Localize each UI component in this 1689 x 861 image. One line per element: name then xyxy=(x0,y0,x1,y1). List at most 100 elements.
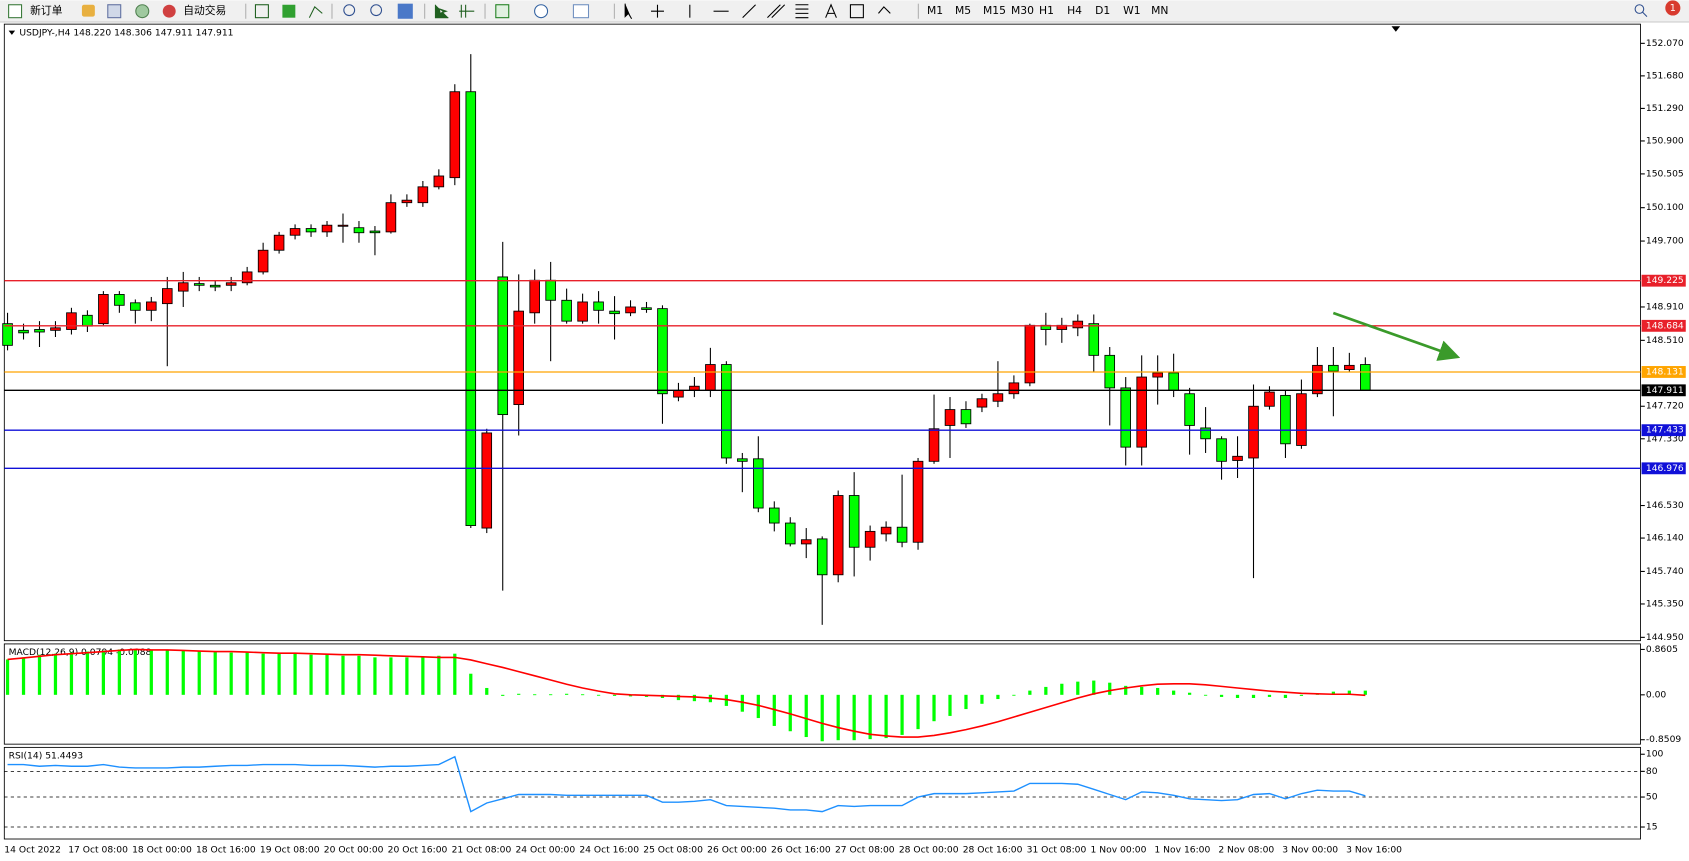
icon[interactable] xyxy=(107,4,122,19)
candle-body xyxy=(241,271,253,284)
cursor-icon[interactable] xyxy=(624,3,633,20)
new-order-button[interactable]: 新订单 xyxy=(30,4,63,17)
candle-body xyxy=(1168,372,1179,391)
candle-body xyxy=(1344,364,1355,370)
macd-bar xyxy=(357,655,361,695)
candle-body xyxy=(1360,364,1371,391)
candle-body xyxy=(800,539,812,545)
periods-icon[interactable] xyxy=(534,4,549,19)
y-tick-label: 50 xyxy=(1646,792,1658,803)
y-tick-label: 0.8605 xyxy=(1646,644,1678,655)
candle-body xyxy=(848,495,860,548)
candle-body xyxy=(1280,394,1291,445)
candle-body xyxy=(289,228,301,236)
candle-body xyxy=(481,432,493,529)
candle-body xyxy=(1184,393,1195,426)
x-tick-label: 28 Oct 16:00 xyxy=(963,844,1023,855)
macd-bar xyxy=(1203,694,1208,696)
fibo-icon[interactable] xyxy=(795,4,809,19)
notification-badge[interactable] xyxy=(1665,0,1681,16)
macd-bar xyxy=(1076,681,1080,695)
candle-body xyxy=(513,310,524,406)
x-tick-label: 27 Oct 08:00 xyxy=(835,844,895,855)
timeframe-button[interactable]: W1 xyxy=(1123,4,1141,17)
candle-body xyxy=(944,409,956,426)
macd-bar xyxy=(1012,694,1016,696)
symbol-marker xyxy=(8,30,16,35)
icon[interactable] xyxy=(81,4,95,17)
level-label-box xyxy=(1641,366,1686,378)
bars-icon[interactable] xyxy=(254,4,269,19)
candle-body xyxy=(114,294,125,306)
macd-bar xyxy=(229,652,233,695)
macd-bar xyxy=(1060,683,1064,695)
icon[interactable] xyxy=(135,4,150,19)
macd-bar xyxy=(437,655,441,695)
y-tick-label: 147.720 xyxy=(1646,401,1684,412)
search-icon[interactable] xyxy=(1634,4,1645,14)
macd-bar xyxy=(293,653,297,695)
indicators-icon[interactable] xyxy=(495,4,510,19)
y-tick-label: 151.680 xyxy=(1646,70,1684,81)
macd-bar xyxy=(165,650,169,695)
macd-bar xyxy=(69,652,74,695)
timeframe-button[interactable]: M5 xyxy=(955,4,971,17)
level-label: 148.131 xyxy=(1646,366,1684,377)
y-tick-label: 150.100 xyxy=(1646,202,1684,213)
arrows-icon[interactable] xyxy=(878,6,891,14)
macd-bar xyxy=(1124,685,1128,695)
auto-trade-icon[interactable] xyxy=(162,4,176,18)
zoom-in-icon[interactable] xyxy=(343,4,356,17)
timeframe-button[interactable]: M30 xyxy=(1011,4,1034,17)
macd-bar xyxy=(580,694,585,696)
label-icon[interactable] xyxy=(849,4,864,19)
timeframe-button[interactable]: MN xyxy=(1151,4,1168,17)
candle-body xyxy=(369,230,381,234)
line-icon[interactable] xyxy=(308,6,323,18)
timeframe-button[interactable]: H1 xyxy=(1039,4,1054,17)
macd-bar xyxy=(692,694,697,702)
macd-bar xyxy=(5,659,10,695)
candle-body xyxy=(433,175,445,188)
macd-bar xyxy=(980,694,984,704)
level-label-box xyxy=(1641,462,1686,475)
timeframe-button[interactable]: H4 xyxy=(1067,4,1082,17)
candle-body xyxy=(273,234,285,251)
macd-bar xyxy=(1140,686,1144,695)
candle-body xyxy=(353,227,365,234)
macd-bar xyxy=(1283,694,1288,698)
templates-icon[interactable] xyxy=(572,4,590,19)
macd-bar xyxy=(485,687,489,695)
timeframe-button[interactable]: D1 xyxy=(1095,4,1110,17)
candle-body xyxy=(1088,323,1100,356)
auto-trade-button[interactable]: 自动交易 xyxy=(183,4,226,17)
text-icon[interactable] xyxy=(825,3,837,18)
macd-bar xyxy=(373,657,377,695)
candles-icon[interactable] xyxy=(282,4,296,18)
candle-body xyxy=(34,329,45,333)
macd-bar xyxy=(964,694,968,710)
zoom-out-icon[interactable] xyxy=(370,4,383,17)
panel-title: USDJPY-,H4 148.220 148.306 147.911 147.9… xyxy=(19,27,233,38)
candle-body xyxy=(912,460,924,543)
shift-icon[interactable] xyxy=(459,4,475,18)
level-label-box xyxy=(1641,319,1686,332)
crosshair-icon[interactable] xyxy=(651,4,664,18)
candle-body xyxy=(816,538,828,576)
timeframe-button[interactable]: M1 xyxy=(927,4,943,17)
tile-icon[interactable] xyxy=(397,3,413,19)
candle-body xyxy=(705,364,716,391)
macd-bar xyxy=(1187,692,1192,695)
channel-icon[interactable] xyxy=(767,4,786,19)
macd-bar xyxy=(1219,694,1224,697)
trendline-icon[interactable] xyxy=(742,4,756,19)
candle-body xyxy=(50,327,61,331)
macd-bar xyxy=(565,693,569,695)
timeframe-button[interactable]: M15 xyxy=(983,4,1006,17)
candle-body xyxy=(625,306,636,314)
scroll-icon[interactable] xyxy=(434,4,449,19)
x-tick-label: 19 Oct 08:00 xyxy=(260,844,320,855)
macd-bar xyxy=(1331,691,1335,695)
candle-body xyxy=(593,301,604,311)
